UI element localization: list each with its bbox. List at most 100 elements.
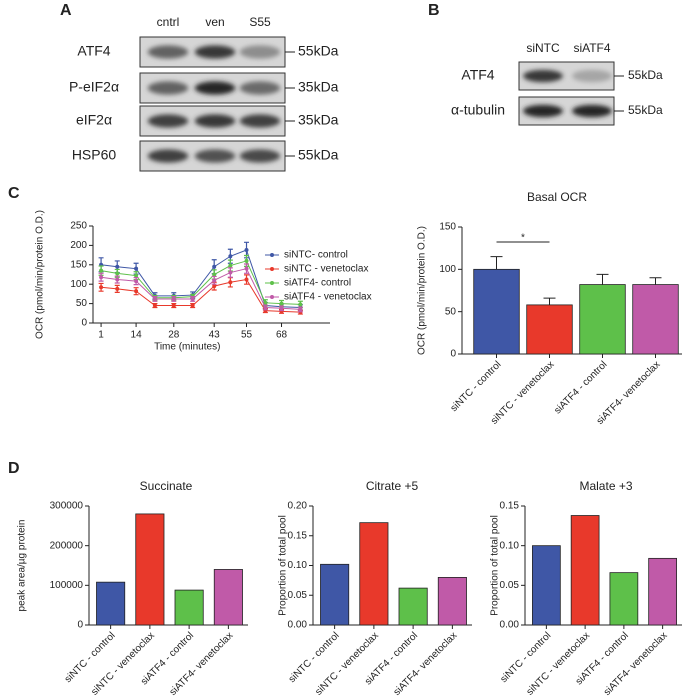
bar (174, 589, 204, 626)
x-axis-label: Time (minutes) (154, 342, 220, 353)
error-bar (490, 256, 503, 270)
y-tick-label: 200000 (50, 540, 84, 551)
panel-label: A (60, 2, 72, 19)
bar (213, 569, 243, 626)
bar (570, 515, 600, 626)
legend-marker (270, 295, 274, 299)
blot-band (147, 81, 189, 95)
data-point (263, 300, 268, 305)
size-label: 55kDa (628, 68, 663, 82)
lane-label: ven (205, 15, 224, 29)
blot-band (194, 81, 236, 95)
blot-band (194, 45, 236, 59)
data-point (212, 264, 217, 269)
x-tick-label: siATF4 - control (552, 359, 609, 416)
data-point (115, 264, 120, 269)
bar (532, 545, 561, 626)
series-line (101, 278, 301, 313)
size-label: 55kDa (298, 147, 339, 163)
row-label: P-eIF2α (69, 79, 119, 95)
data-point (244, 277, 249, 282)
blot-band (239, 149, 281, 163)
data-point (228, 263, 233, 268)
y-tick-label: 0.05 (288, 590, 308, 601)
data-point (228, 280, 233, 285)
blot-band (194, 149, 236, 163)
y-tick-label: 0.10 (288, 560, 308, 571)
y-tick-label: 250 (70, 221, 87, 232)
data-point (134, 273, 139, 278)
y-tick-label: 200 (70, 240, 87, 251)
data-point (115, 277, 120, 282)
blot-band (572, 104, 612, 118)
y-tick-label: 0.15 (500, 501, 520, 512)
significance-label: * (521, 233, 525, 244)
data-point (244, 266, 249, 271)
data-point (99, 285, 104, 290)
row-label: eIF2α (76, 112, 112, 128)
row-label: ATF4 (461, 67, 494, 83)
blot-band (239, 114, 281, 128)
data-point (152, 296, 157, 301)
legend-label: siNTC- control (284, 250, 348, 261)
panel-label: D (8, 460, 20, 477)
lane-label: S55 (249, 15, 271, 29)
legend-label: siATF4 - venetoclax (284, 292, 372, 303)
blot-band (239, 81, 281, 95)
y-axis-label: OCR (pmol/min/protein O.D.) (417, 226, 428, 355)
data-point (279, 301, 284, 306)
blot-band (523, 104, 563, 118)
bar (135, 513, 165, 626)
chart-title: Malate +3 (579, 479, 632, 493)
row-label: ATF4 (77, 43, 110, 59)
x-tick-label: 43 (209, 330, 221, 341)
data-point (244, 258, 249, 263)
data-point (190, 303, 195, 308)
row-label: HSP60 (72, 147, 117, 163)
data-point (115, 271, 120, 276)
row-label: α-tubulin (451, 102, 505, 118)
y-tick-label: 100000 (50, 580, 84, 591)
blot-band (523, 69, 563, 83)
y-tick-label: 100 (70, 279, 87, 290)
panel-label: B (428, 2, 440, 19)
size-label: 55kDa (628, 103, 663, 117)
y-tick-label: 50 (76, 298, 88, 309)
panel-label: C (8, 185, 20, 202)
y-axis-label: OCR (pmol/min/protein O.D.) (35, 210, 46, 339)
blot-band (147, 114, 189, 128)
data-point (134, 289, 139, 294)
bar (473, 268, 520, 355)
y-tick-label: 50 (445, 306, 457, 317)
error-bar (649, 277, 662, 285)
bar (320, 563, 350, 626)
data-point (212, 284, 217, 289)
y-tick-label: 0.10 (500, 540, 520, 551)
y-tick-label: 100 (439, 264, 456, 275)
y-tick-label: 150 (439, 222, 456, 233)
bar (632, 284, 679, 355)
y-tick-label: 0.20 (288, 501, 308, 512)
data-point (115, 286, 120, 291)
blot-band (147, 149, 189, 163)
data-point (134, 266, 139, 271)
data-point (279, 306, 284, 311)
data-point (228, 254, 233, 259)
data-point (134, 279, 139, 284)
chart-title: Citrate +5 (366, 479, 419, 493)
blot-band (572, 69, 612, 83)
legend-marker (270, 267, 274, 271)
size-label: 35kDa (298, 112, 339, 128)
y-tick-label: 0 (81, 318, 87, 329)
error-bar (596, 273, 609, 285)
blot-band (147, 45, 189, 59)
x-tick-label: 55 (241, 330, 253, 341)
bar (398, 587, 428, 626)
error-bar (543, 297, 556, 305)
series-line (101, 249, 301, 308)
legend-label: siATF4- control (284, 278, 351, 289)
bar (359, 522, 389, 626)
data-point (171, 303, 176, 308)
data-point (212, 278, 217, 283)
y-tick-label: 0.05 (500, 580, 520, 591)
